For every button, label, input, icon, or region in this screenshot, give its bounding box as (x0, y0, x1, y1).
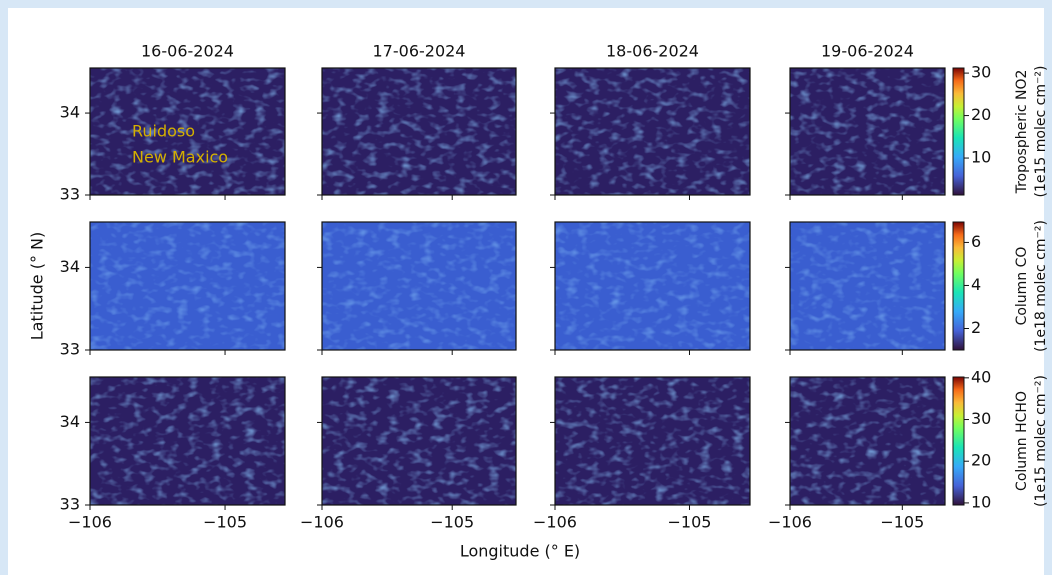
colorbar-label: Column HCHO (1014, 391, 1030, 491)
x-tick-label: −106 (68, 513, 112, 532)
colorbar-tick-label: 30 (971, 409, 991, 428)
x-tick-label: −106 (533, 513, 577, 532)
y-tick-label: 33 (60, 185, 80, 204)
x-axis-label: Longitude (° E) (460, 542, 580, 561)
heatmap-texture (790, 377, 945, 505)
column-title: 19-06-2024 (821, 42, 914, 61)
x-tick-label: −105 (880, 513, 924, 532)
colorbar-tick-label: 6 (971, 232, 981, 251)
heatmap-texture (322, 68, 516, 195)
colorbar-tick-label: 2 (971, 318, 981, 337)
y-tick-label: 33 (60, 495, 80, 514)
colorbar-label: (1e15 molec cm⁻²) (1033, 66, 1049, 198)
heatmap-texture (322, 222, 516, 350)
heatmap-texture (790, 222, 945, 350)
colorbar-label: Column CO (1014, 247, 1030, 326)
colorbar-tick-label: 10 (971, 148, 991, 167)
colorbar (953, 68, 964, 195)
colorbar-tick-label: 20 (971, 105, 991, 124)
annotation: Ruidoso (132, 122, 195, 141)
y-tick-label: 34 (60, 412, 80, 431)
x-tick-label: −105 (203, 513, 247, 532)
colorbar-tick-label: 30 (971, 63, 991, 82)
heatmap-texture (555, 377, 750, 505)
figure: Longitude (° E) Latitude (° N) 16-06-202… (0, 0, 1052, 575)
colorbar-tick-label: 40 (971, 367, 991, 386)
column-title: 17-06-2024 (373, 42, 466, 61)
colorbar-label: (1e15 molec cm⁻²) (1033, 375, 1049, 507)
heatmap-texture (90, 222, 285, 350)
annotation: New Maxico (132, 148, 228, 167)
colorbar-tick-label: 20 (971, 451, 991, 470)
y-tick-label: 34 (60, 257, 80, 276)
column-title: 18-06-2024 (606, 42, 699, 61)
x-tick-label: −106 (768, 513, 812, 532)
y-axis-label: Latitude (° N) (28, 232, 47, 340)
heatmap-texture (555, 68, 750, 195)
colorbar (953, 377, 964, 505)
colorbar-tick-label: 4 (971, 275, 981, 294)
x-tick-label: −106 (300, 513, 344, 532)
heatmap-texture (555, 222, 750, 350)
heatmap-texture (90, 377, 285, 505)
colorbar (953, 222, 964, 350)
column-title: 16-06-2024 (141, 42, 234, 61)
x-tick-label: −105 (430, 513, 474, 532)
heatmap-texture (322, 377, 516, 505)
x-tick-label: −105 (668, 513, 712, 532)
colorbar-tick-label: 10 (971, 492, 991, 511)
y-tick-label: 33 (60, 340, 80, 359)
colorbar-label: Tropospheric NO2 (1014, 70, 1030, 195)
heatmap-texture (790, 68, 945, 195)
y-tick-label: 34 (60, 103, 80, 122)
colorbar-label: (1e18 molec cm⁻²) (1033, 220, 1049, 352)
